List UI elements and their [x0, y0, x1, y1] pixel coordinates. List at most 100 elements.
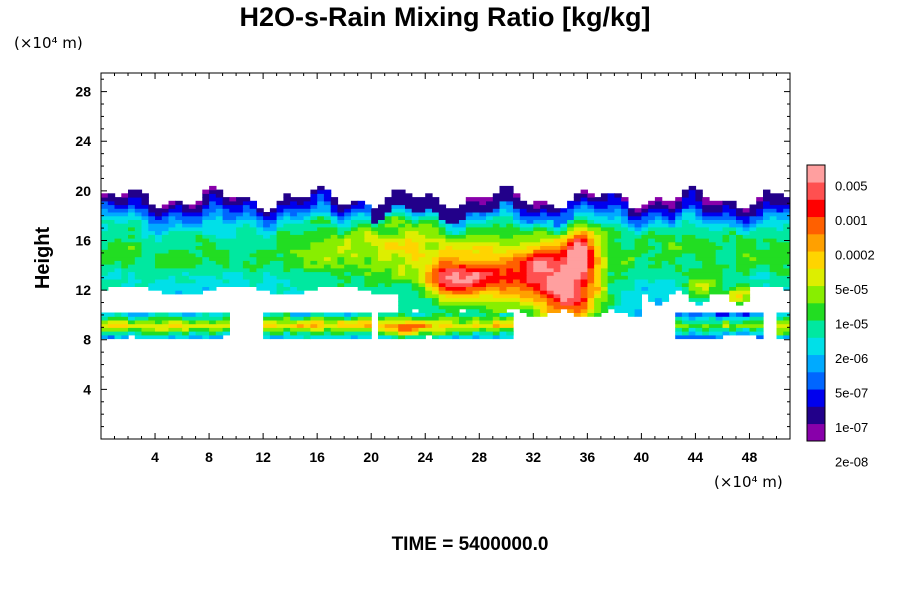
field-cell	[681, 264, 703, 269]
x-tick-label: 36	[580, 449, 596, 465]
field-cell	[695, 301, 703, 306]
field-cell	[681, 215, 696, 220]
field-cell	[182, 319, 190, 325]
field-cell	[391, 271, 399, 276]
field-cell	[634, 230, 642, 235]
field-cell	[594, 212, 622, 217]
plot-frame	[100, 72, 791, 440]
field-cell	[303, 256, 325, 261]
field-cell	[276, 200, 291, 206]
field-cell	[668, 245, 683, 250]
field-cell	[371, 226, 399, 232]
field-cell	[263, 226, 278, 232]
field-cell	[438, 212, 467, 217]
field-cell	[607, 282, 636, 287]
field-cell	[141, 212, 149, 217]
field-cell	[236, 219, 257, 224]
field-cell	[587, 200, 629, 206]
field-cell	[398, 226, 440, 232]
field-cell	[627, 219, 649, 224]
field-cell	[499, 323, 514, 328]
field-cell	[323, 193, 332, 198]
field-cell	[438, 334, 453, 340]
field-cell	[465, 219, 487, 224]
field-cell	[263, 323, 278, 328]
field-cell	[776, 208, 784, 213]
field-cell	[438, 215, 467, 220]
field-cell	[533, 223, 541, 228]
field-cell	[378, 219, 386, 224]
field-cell	[688, 275, 724, 280]
field-cell	[101, 249, 143, 254]
field-cell	[182, 331, 190, 336]
field-cell	[621, 204, 629, 209]
colorbar-swatch	[807, 165, 825, 183]
field-cell	[350, 204, 365, 209]
field-cell	[384, 316, 413, 321]
field-cell	[195, 264, 224, 269]
field-cell	[263, 319, 278, 325]
field-cell	[722, 279, 790, 284]
field-cell	[303, 267, 372, 273]
field-cell	[323, 264, 332, 269]
field-cell	[621, 208, 629, 213]
field-cell	[681, 197, 696, 202]
field-cell	[688, 312, 703, 317]
field-cell	[168, 327, 183, 332]
field-cell	[587, 245, 595, 250]
field-cell	[729, 234, 737, 239]
field-cell	[411, 256, 420, 261]
field-cell	[141, 279, 156, 284]
field-cell	[742, 312, 751, 317]
field-cell	[398, 223, 406, 228]
field-cell	[580, 200, 588, 206]
field-cell	[101, 319, 109, 325]
field-cell	[736, 252, 744, 258]
field-cell	[668, 208, 676, 213]
field-cell	[594, 245, 602, 250]
colorbar-swatch	[807, 182, 825, 200]
field-cell	[134, 260, 156, 265]
field-cell	[587, 305, 595, 310]
field-cell	[175, 200, 183, 206]
field-cell	[222, 331, 230, 336]
field-cell	[202, 193, 210, 198]
field-cell	[742, 208, 751, 213]
field-cell	[688, 185, 697, 191]
field-cell	[486, 282, 528, 287]
field-cell	[567, 219, 575, 224]
field-cell	[310, 212, 332, 217]
field-cell	[364, 323, 372, 328]
field-cell	[155, 230, 163, 235]
field-cell	[141, 331, 170, 336]
field-cell	[513, 212, 521, 217]
field-cell	[384, 327, 399, 332]
field-cell	[594, 219, 622, 224]
field-cell	[729, 290, 751, 295]
field-cell	[661, 249, 717, 254]
field-cell	[432, 331, 447, 336]
field-cell	[587, 230, 595, 235]
field-cell	[729, 230, 737, 235]
field-cell	[337, 219, 345, 224]
field-cell	[263, 212, 271, 217]
field-cell	[573, 308, 582, 313]
field-cell	[269, 334, 284, 340]
field-cell	[438, 323, 453, 328]
field-cell	[681, 193, 690, 198]
field-cell	[621, 293, 642, 299]
time-label: TIME = 5400000.0	[392, 534, 549, 555]
field-cell	[425, 234, 447, 239]
field-cell	[121, 193, 129, 198]
field-cell	[418, 293, 426, 299]
field-cell	[378, 234, 406, 239]
field-cell	[182, 290, 203, 295]
colorbar-frame	[806, 164, 826, 442]
field-cell	[519, 264, 528, 269]
field-cell	[276, 275, 338, 280]
field-cell	[722, 282, 737, 287]
colorbar-swatch	[807, 268, 825, 287]
field-cell	[344, 282, 366, 287]
field-cell	[756, 212, 764, 217]
